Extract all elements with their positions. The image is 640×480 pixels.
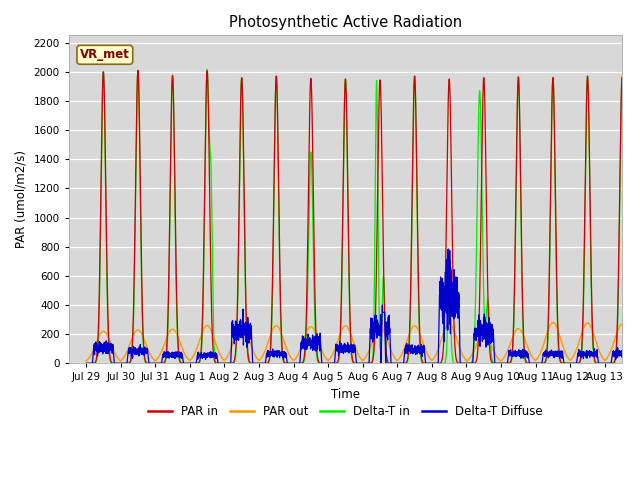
Text: VR_met: VR_met — [80, 48, 130, 61]
Title: Photosynthetic Active Radiation: Photosynthetic Active Radiation — [229, 15, 462, 30]
Y-axis label: PAR (umol/m2/s): PAR (umol/m2/s) — [15, 150, 28, 248]
Legend: PAR in, PAR out, Delta-T in, Delta-T Diffuse: PAR in, PAR out, Delta-T in, Delta-T Dif… — [143, 401, 547, 423]
X-axis label: Time: Time — [331, 388, 360, 401]
